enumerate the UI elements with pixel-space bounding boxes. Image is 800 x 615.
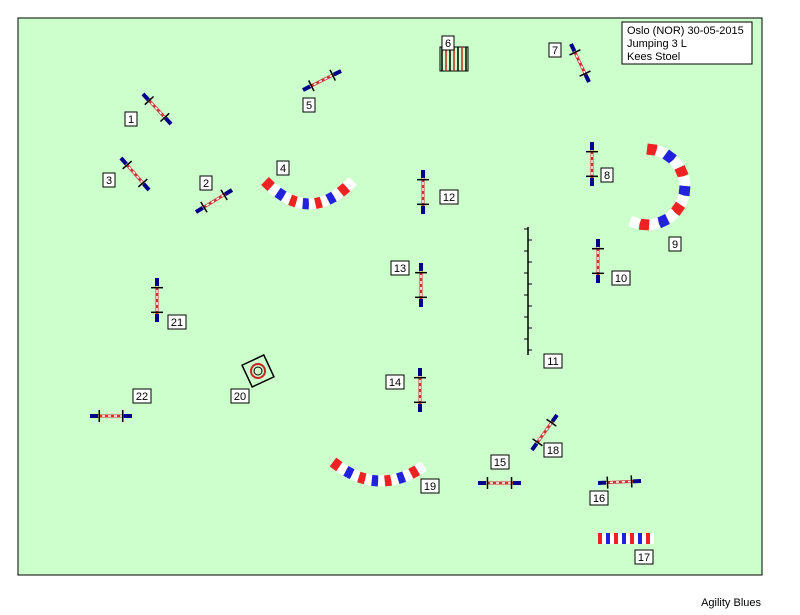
tunnel-segment [404,474,411,477]
obstacle-number: 8 [604,170,610,182]
obstacle-number: 3 [106,175,112,187]
obstacle-number: 10 [615,273,627,285]
obstacle-number: 12 [443,192,455,204]
tunnel-segment [398,477,405,479]
tunnel-segment [278,192,284,196]
obstacle-number: 6 [445,38,451,50]
info-line: Oslo (NOR) 30-05-2015 [627,25,744,37]
jump-foot [631,475,632,487]
obstacle-number: 4 [280,163,286,175]
obstacle-number: 9 [672,239,678,251]
info-line: Jumping 3 L [627,38,687,50]
wall-segment [634,533,638,544]
jump-foot [607,477,608,489]
tunnel-segment [359,477,365,479]
wall-segment [602,533,606,544]
tunnel-segment [411,470,418,474]
obstacle-number: 7 [552,45,558,57]
tunnel-segment [346,471,352,474]
tunnel-segment [328,196,334,199]
tunnel-segment [347,181,353,187]
obstacle-number: 2 [203,178,209,190]
tunnel-segment [290,200,296,202]
tunnel-segment [668,213,675,219]
tunnel-segment [630,221,639,224]
field [18,18,762,575]
tunnel-segment [296,202,302,203]
tunnel-segment [673,160,679,168]
tunnel-segment [271,187,277,192]
wall-segment [642,533,646,544]
tunnel-segment [684,186,685,196]
wall-segment [622,533,626,544]
tunnel-segment [265,181,271,187]
tunnel-segment [417,466,424,470]
obstacle-number: 15 [494,457,506,469]
footer: Agility Blues [701,597,761,609]
wall-segment [618,533,622,544]
obstacle-number: 19 [424,481,436,493]
obstacle-number: 16 [593,493,605,505]
tunnel-segment [647,149,657,150]
tunnel-segment [340,187,346,192]
obstacle-number: 18 [547,445,559,457]
tunnel-segment [334,192,340,196]
tunnel-segment [339,467,345,471]
tunnel-segment [365,479,371,480]
wall-segment [626,533,630,544]
wall-segment [630,533,634,544]
obstacle-number: 22 [136,391,148,403]
wall-segment [650,533,654,544]
obstacle-number: 13 [394,263,406,275]
tunnel-segment [659,219,668,223]
tunnel-segment [352,474,358,477]
tunnel-segment [681,196,684,205]
wall-segment [646,533,650,544]
obstacle-number: 20 [234,391,246,403]
tunnel-segment [385,480,392,481]
obstacle-number: 1 [128,114,134,126]
wall-segment [610,533,614,544]
tunnel-segment [683,176,685,186]
tunnel-segment [322,200,328,202]
obstacle-number: 14 [389,377,401,389]
tunnel-segment [675,205,681,213]
tunnel-segment [391,479,398,480]
tunnel-segment [649,223,659,225]
wall-segment [638,533,642,544]
tunnel-segment [680,167,684,176]
tunnel-segment [372,480,378,481]
tunnel-segment [666,154,674,160]
tunnel-segment [315,202,321,203]
tunnel-segment [284,196,290,199]
tunnel-segment [333,462,339,467]
obstacle-number: 21 [171,317,183,329]
wall-segment [614,533,618,544]
obstacle-number: 11 [547,356,558,368]
obstacle-number: 17 [638,552,650,564]
tunnel-segment [639,224,649,225]
wall-segment [606,533,610,544]
info-line: Kees Stoel [627,51,680,63]
tunnel-segment [657,150,666,154]
obstacle-number: 5 [306,100,312,112]
wall-segment [598,533,602,544]
